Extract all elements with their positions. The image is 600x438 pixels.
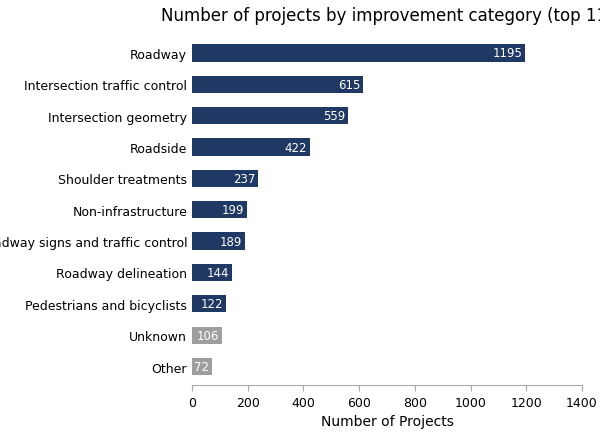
Bar (192, 296, 226, 313)
Text: 559: 559 (323, 110, 345, 123)
Bar (192, 108, 348, 125)
Text: 189: 189 (220, 235, 242, 248)
Bar (192, 358, 212, 375)
Text: 144: 144 (207, 266, 229, 279)
Bar (192, 77, 364, 94)
Text: 237: 237 (233, 173, 255, 185)
Bar (192, 170, 258, 187)
Bar (192, 233, 245, 250)
Bar (192, 45, 525, 63)
Text: 106: 106 (196, 329, 219, 342)
Bar (192, 264, 232, 282)
Title: Number of projects by improvement category (top 11): Number of projects by improvement catego… (161, 7, 600, 25)
Text: 615: 615 (338, 78, 361, 92)
Text: 199: 199 (222, 204, 245, 217)
Bar (192, 139, 310, 156)
Text: 1195: 1195 (492, 47, 522, 60)
X-axis label: Number of Projects: Number of Projects (320, 414, 454, 428)
Text: 122: 122 (200, 297, 223, 311)
Text: 72: 72 (194, 360, 209, 373)
Bar (192, 327, 221, 344)
Bar (192, 201, 247, 219)
Text: 422: 422 (284, 141, 307, 154)
